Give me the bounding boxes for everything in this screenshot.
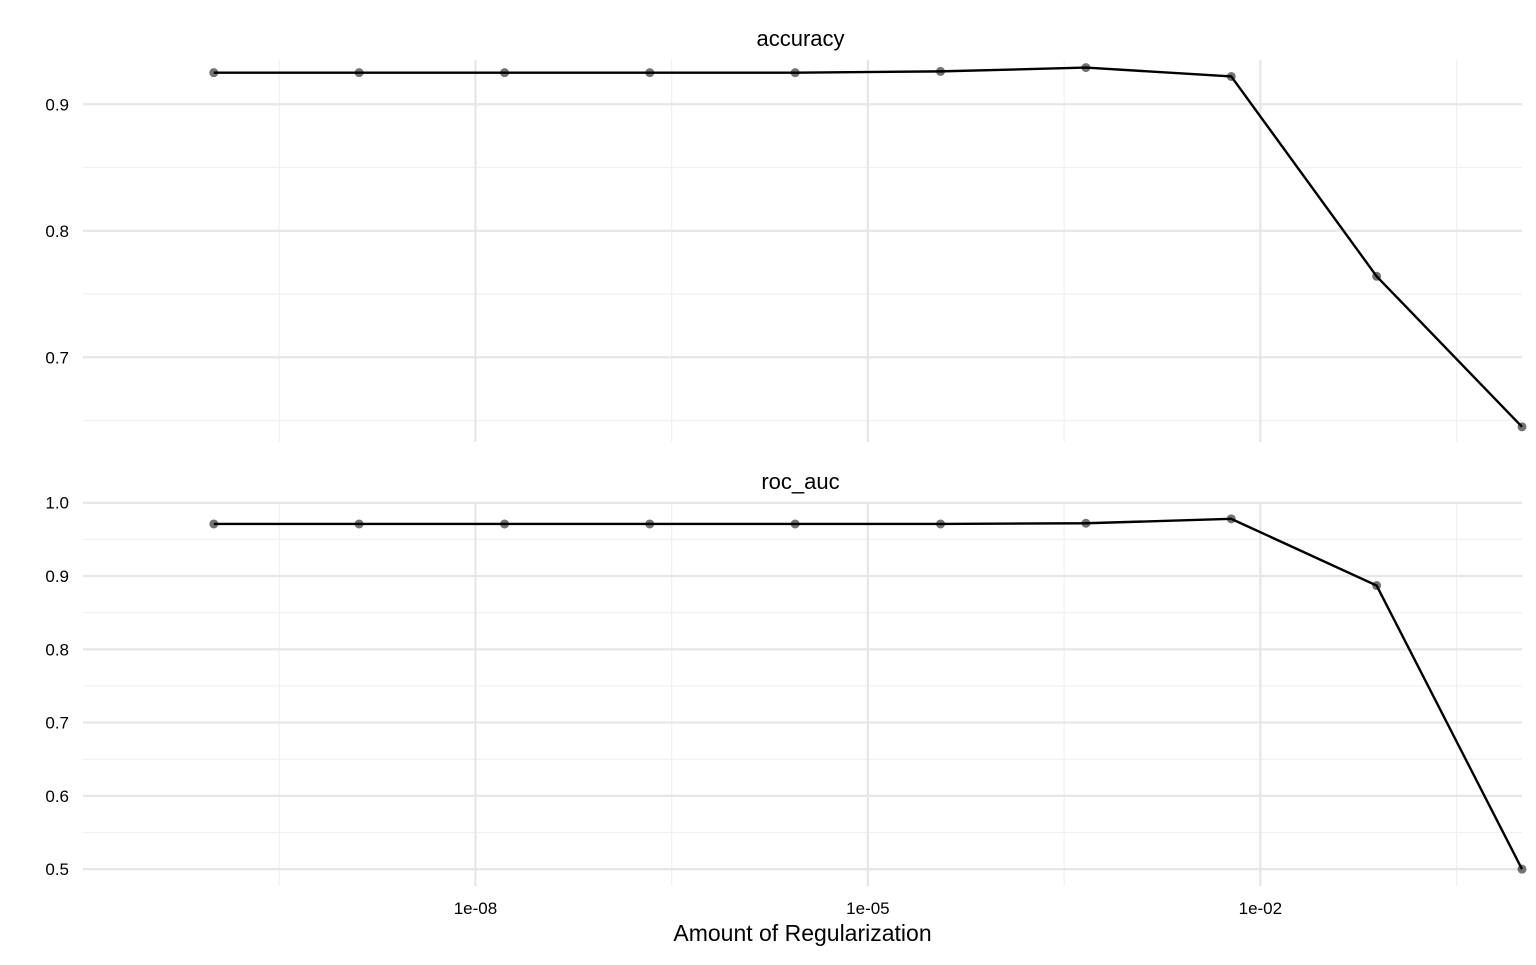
series-line <box>213 66 1523 428</box>
y-tick-label: 0.7 <box>45 348 69 367</box>
data-point <box>1081 63 1091 73</box>
data-point <box>354 68 364 78</box>
data-point <box>790 68 800 78</box>
y-tick-label: 0.6 <box>45 787 69 806</box>
y-tick-label: 0.5 <box>45 860 69 879</box>
y-tick-label: 0.9 <box>45 95 69 114</box>
data-point <box>1372 581 1382 591</box>
data-point <box>1517 422 1527 432</box>
data-point <box>209 68 219 78</box>
data-point <box>1517 864 1527 874</box>
data-point <box>500 519 510 529</box>
y-tick-label: 0.9 <box>45 567 69 586</box>
x-tick-label: 1e-08 <box>454 899 497 918</box>
y-tick-label: 1.0 <box>45 494 69 513</box>
facet-title: roc_auc <box>761 469 839 494</box>
data-point <box>645 68 655 78</box>
series-line <box>213 517 1524 870</box>
x-tick-label: 1e-02 <box>1239 899 1282 918</box>
data-point <box>645 519 655 529</box>
y-tick-label: 0.8 <box>45 640 69 659</box>
data-point <box>209 519 219 529</box>
data-point <box>1226 71 1236 81</box>
x-axis-title: Amount of Regularization <box>673 920 931 946</box>
data-point <box>790 519 800 529</box>
data-point <box>1372 271 1382 281</box>
y-tick-label: 0.7 <box>45 714 69 733</box>
facet-title: accuracy <box>756 26 844 51</box>
x-tick-label: 1e-05 <box>846 899 889 918</box>
data-point <box>354 519 364 529</box>
data-point <box>936 519 946 529</box>
data-point <box>1081 518 1091 528</box>
data-point <box>1226 514 1236 524</box>
data-point <box>936 66 946 76</box>
y-tick-label: 0.8 <box>45 222 69 241</box>
data-point <box>500 68 510 78</box>
